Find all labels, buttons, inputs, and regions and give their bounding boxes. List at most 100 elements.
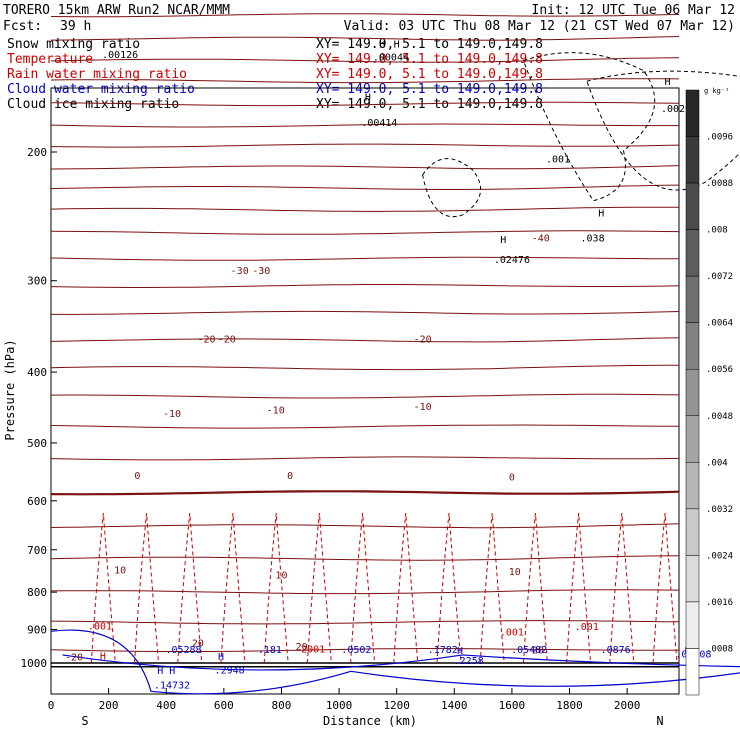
isotherm-line [50,230,680,235]
isotherm-line [50,143,680,148]
cloud-contours [50,52,740,695]
rain-contour [263,512,289,664]
y-tick-label: 900 [27,624,47,637]
colorbar: .0096 .0088 .008 .0072 .0064 .0056 .0048 .004 .0… [685,89,733,696]
maximum-label: .00044 [373,52,409,63]
cloud-water-label: .05288 [165,645,201,656]
legend-entry-xy: XY= 149.0, 5.1 to 149.0,149.8 [316,67,543,82]
colorbar-unit: g kg⁻¹ [704,87,729,95]
isotherm-line [50,555,680,561]
colorbar-label: .0096 [706,133,733,143]
legend-entry-xy: XY= 149.0, 5.1 to 149.0,149.8 [316,52,543,67]
isotherm-line [50,620,680,625]
colorbar-label: .0056 [706,365,733,375]
rain-contour [90,512,116,664]
isotherm-label: 10 [275,571,287,582]
isotherm-label: -20 [198,335,216,346]
legend-entry-xy: XY= 149.0, 5.1 to 149.0,149.8 [316,82,543,97]
endpoint-north: N [656,714,663,728]
colorbar-label: .004 [706,458,728,468]
colorbar-swatch [685,275,700,323]
isotherm-label: -20 [218,335,236,346]
maximum-label: .038 [581,234,605,245]
maximum-label: .00126 [102,50,138,61]
rain-contour [652,512,678,664]
isotherm-line [50,206,679,212]
y-tick-label: 500 [27,437,47,450]
axes: 0 200 400 600 800 1000 1200 1400 1600 1800 2000200… [21,146,641,712]
x-tick-label: 600 [214,699,234,712]
colorbar-swatch [685,229,700,277]
forecast-value: 39 h [60,19,91,34]
x-tick-label: 1600 [499,699,526,712]
colorbar-swatch [685,182,700,230]
colorbar-label: .008 [706,226,728,236]
y-tick-label: 400 [27,366,47,379]
colorbar-label: .0008 [706,644,733,654]
x-tick-label: 200 [99,699,119,712]
maximum-label: H H [157,666,175,677]
isotherm-label: 20 [532,645,544,656]
y-tick-label: 200 [27,146,47,159]
colorbar-swatch [685,136,700,184]
maximum-label: H [379,39,385,50]
colorbar-swatch [685,462,700,510]
isotherm-label: -20 [65,653,83,664]
legend-entry-xy: XY= 149.0, 5.1 to 149.0,149.8 [316,97,543,112]
maximum-label: H [218,652,224,663]
isotherm-line [50,337,680,343]
plot-frame [50,87,680,695]
rain-contour [134,512,160,664]
colorbar-swatch [685,368,700,417]
isotherm-line [51,310,680,315]
ice-cloud-contour [422,158,482,217]
x-tick-label: 0 [48,699,55,712]
maximum-label: .001 [575,622,599,633]
legend-entry-name: Snow mixing ratio [7,37,140,52]
valid-time: Valid: 03 UTC Thu 08 Mar 12 (21 CST Wed … [344,19,735,34]
isotherm-line [50,393,680,399]
x-tick-label: 400 [156,699,176,712]
isotherm-line [50,165,680,170]
maximum-label: .14732 [154,680,190,691]
isotherm-line [50,184,680,190]
legend-entry-name: Cloud ice mixing ratio [7,97,179,112]
colorbar-label: .0072 [706,272,733,282]
colorbar-label: .0064 [706,319,733,329]
x-tick-label: 1800 [556,699,583,712]
isotherm-line [50,364,679,371]
rain-contour [393,512,419,664]
colorbar-label: .0032 [706,505,733,515]
rain-contour [566,512,592,664]
isotherm-line [50,13,680,18]
isotherm-line [50,284,680,288]
isotherm-line [50,36,680,41]
colorbar-swatch [685,555,700,603]
isotherm-line [50,490,680,496]
colorbar-swatch [685,89,700,137]
maximum-label: H [664,77,670,88]
isotherm-line [50,123,679,128]
isotherm-line [50,523,680,529]
maximum-label: .001 [88,621,112,632]
cloud-water-label: .1782 [428,645,458,656]
rain-contour [436,512,462,664]
isotherm-label: -10 [267,405,285,416]
isotherm-label: 0 [134,471,140,482]
isotherm-label: -10 [163,409,181,420]
maximum-label: .00414 [361,118,397,129]
colorbar-label: .0024 [706,551,733,561]
isotherm-line [50,424,680,429]
colorbar-swatch [685,601,700,649]
y-axis-label: Pressure (hPa) [3,339,17,440]
cloud-water-contour [62,654,740,671]
y-tick-label: 1000 [21,657,48,670]
isotherm-line [50,456,680,461]
cloud-water-label: .181 [258,645,282,656]
y-tick-label: 700 [27,544,47,557]
maximum-label: H [457,646,463,657]
isotherm-label: 20 [192,639,204,650]
isotherm-label: 10 [114,566,126,577]
isotherm-line [50,589,680,595]
legend-entry-name: Cloud water mixing ratio [7,82,195,97]
